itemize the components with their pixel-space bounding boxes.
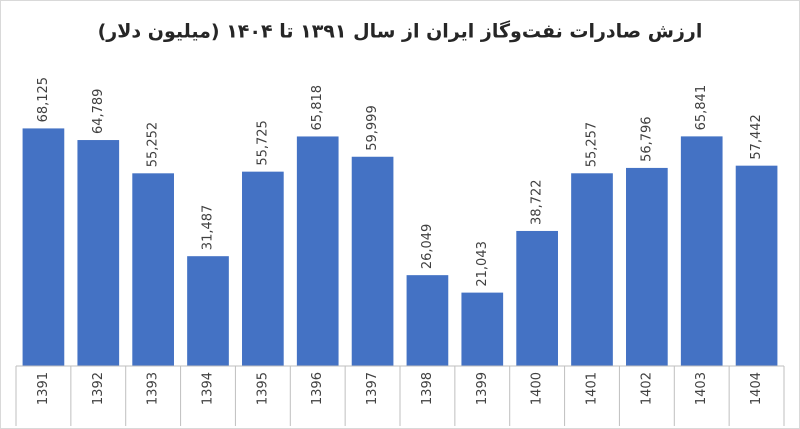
bar xyxy=(22,128,65,366)
bar xyxy=(735,165,778,366)
x-tick-label: 1394 xyxy=(201,372,216,405)
value-label: 65,818 xyxy=(310,85,325,131)
bar xyxy=(187,256,229,366)
x-tick-label: 1392 xyxy=(91,372,106,405)
bar xyxy=(626,167,668,366)
x-tick-label: 1403 xyxy=(694,372,709,405)
bar xyxy=(516,230,558,366)
value-label: 26,049 xyxy=(420,224,435,270)
bar xyxy=(77,140,120,366)
x-tick-label: 1393 xyxy=(146,372,161,405)
value-label: 56,796 xyxy=(639,116,654,162)
value-label: 64,789 xyxy=(91,89,106,134)
x-tick-label: 1400 xyxy=(530,372,545,405)
value-label: 59,999 xyxy=(365,105,380,151)
value-label: 38,722 xyxy=(530,179,545,225)
value-label: 55,257 xyxy=(585,122,600,168)
bar xyxy=(571,173,613,366)
x-tick-label: 1401 xyxy=(585,372,600,405)
x-tick-label: 1398 xyxy=(420,372,435,405)
x-tick-label: 1402 xyxy=(639,372,654,405)
x-tick-label: 1396 xyxy=(310,372,325,405)
bar xyxy=(461,292,504,366)
value-label: 31,487 xyxy=(201,205,216,251)
x-tick-label: 1395 xyxy=(255,372,270,405)
bar xyxy=(406,275,449,366)
x-tick-label: 1404 xyxy=(749,372,764,405)
chart-title: ارزش صادرات نفت‌وگاز ایران از سال ۱۳۹۱ ت… xyxy=(98,20,703,43)
x-tick-label: 1399 xyxy=(475,372,490,405)
value-label: 55,252 xyxy=(146,122,161,168)
bar xyxy=(680,136,723,366)
value-label: 68,125 xyxy=(36,77,51,123)
bar xyxy=(132,173,174,366)
value-label: 65,841 xyxy=(694,85,709,131)
value-label: 21,043 xyxy=(475,241,490,287)
value-label: 57,442 xyxy=(749,114,764,160)
value-label: 55,725 xyxy=(255,120,270,166)
bar xyxy=(296,136,339,366)
x-tick-label: 1391 xyxy=(36,372,51,405)
bar xyxy=(351,156,394,366)
x-tick-label: 1397 xyxy=(365,372,380,405)
bar xyxy=(242,171,284,366)
